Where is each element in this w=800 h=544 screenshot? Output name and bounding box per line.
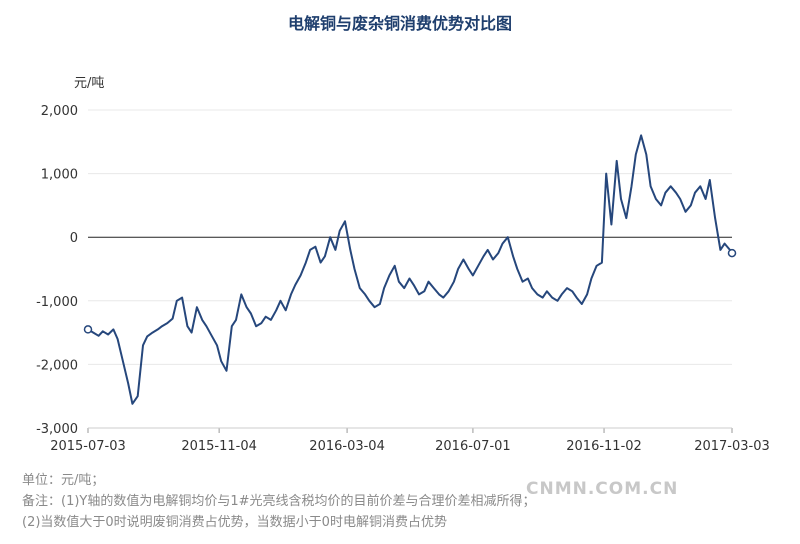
- y-tick-label: 1,000: [41, 168, 78, 183]
- note-remark-1: 备注：(1)Y轴的数值为电解铜均价与1#光亮线含税均价的目前价差与合理价差相减所…: [22, 494, 536, 509]
- notes: 单位：元/吨； 备注：(1)Y轴的数值为电解铜均价与1#光亮线含税均价的目前价差…: [22, 470, 536, 533]
- y-tick-label: 0: [70, 231, 78, 246]
- note-unit: 单位：元/吨；: [22, 473, 105, 488]
- x-tick-label: 2017-03-03: [694, 439, 770, 454]
- data-point-marker: [83, 325, 93, 334]
- y-tick-label: -3,000: [36, 422, 78, 437]
- x-tick-label: 2015-11-04: [181, 439, 257, 454]
- y-axis-unit-label: 元/吨: [74, 76, 105, 91]
- watermark: CNMN.COM.CN: [526, 479, 679, 499]
- series-line: [87, 134, 733, 405]
- x-tick-label: 2016-11-02: [566, 439, 642, 454]
- y-tick-label: -1,000: [36, 295, 78, 310]
- y-axis-ticks: -3,000 -2,000 -1,000 0 1,000 2,000: [36, 104, 78, 437]
- chart-title: 电解铜与废杂铜消费优势对比图: [287, 14, 512, 33]
- y-tick-label: -2,000: [36, 358, 78, 373]
- y-tick-label: 2,000: [41, 104, 78, 119]
- x-axis-ticks: 2015-07-03 2015-11-04 2016-03-04 2016-07-01…: [50, 428, 770, 454]
- series-markers: [83, 248, 737, 334]
- x-tick-label: 2016-07-01: [435, 439, 511, 454]
- data-point-marker: [727, 248, 737, 258]
- x-tick-label: 2015-07-03: [50, 439, 126, 454]
- note-remark-2: (2)当数值大于0时说明废铜消费占优势，当数据小于0时电解铜消费占优势: [22, 515, 447, 530]
- x-tick-label: 2016-03-04: [309, 439, 385, 454]
